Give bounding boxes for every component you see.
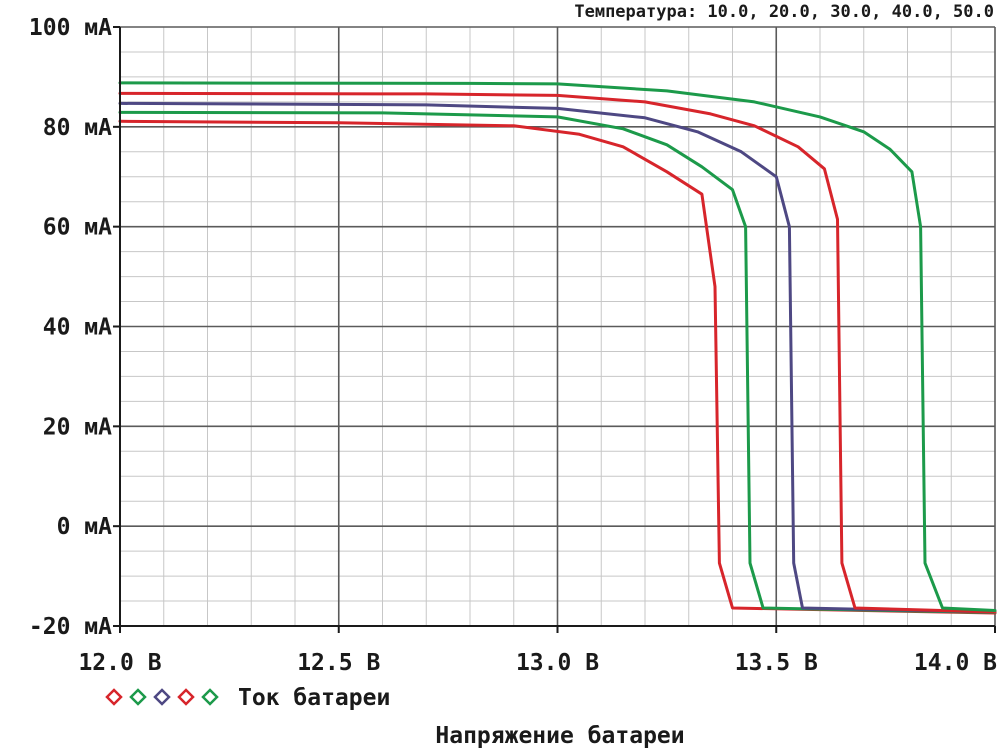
y-tick-label: 100 мА [29,15,112,41]
labels-layer: 100 мА 80 мА 60 мА 40 мА 20 мА 0 мА -20 мА 12.0… [29,15,997,676]
series-line-1 [118,119,997,615]
y-tick-label: 20 мА [43,414,112,440]
x-tick-label: 12.0 В [78,650,161,676]
series-line-3 [118,101,997,614]
legend-marker-3 [153,688,171,706]
x-axis-label: Напряжение батареи [435,723,684,749]
legend-marker-2 [129,688,147,706]
series-line-5 [118,81,997,612]
chart-header: Температура: 10.0, 20.0, 30.0, 40.0, 50.… [574,2,994,22]
legend-marker-5 [201,688,219,706]
x-tick-label: 13.0 В [516,650,599,676]
legend-marker-1 [105,688,123,706]
x-tick-label: 13.5 В [735,650,818,676]
axes-layer [113,26,996,633]
series-line-4 [118,91,997,614]
series-layer [118,81,997,615]
series-line-2 [118,110,997,614]
x-tick-label: 14.0 В [914,650,997,676]
y-tick-label: 60 мА [43,215,112,241]
x-tick-label: 12.5 В [297,650,380,676]
y-tick-label: -20 мА [29,614,112,640]
y-tick-label: 40 мА [43,315,112,341]
legend [105,688,219,706]
legend-marker-4 [177,688,195,706]
legend-label: Ток батареи [238,685,390,711]
y-tick-label: 0 мА [57,514,113,540]
y-tick-label: 80 мА [43,115,112,141]
